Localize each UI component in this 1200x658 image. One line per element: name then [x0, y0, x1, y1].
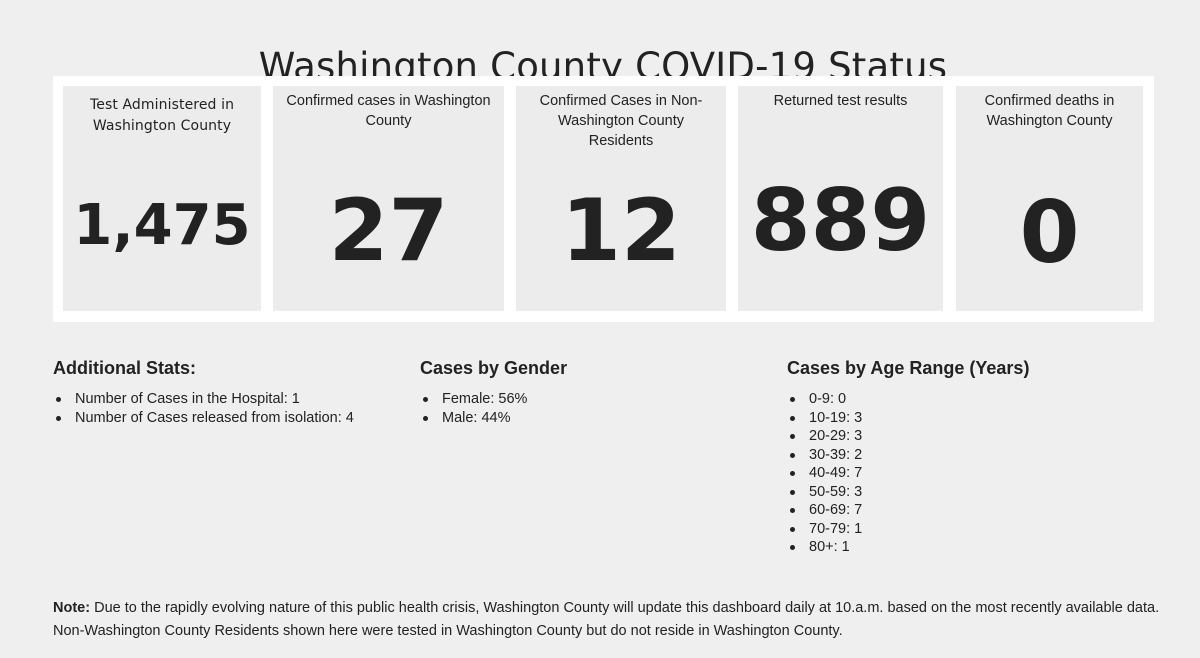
gender-list: Female: 56% Male: 44%	[420, 390, 720, 427]
age-list: 0-9: 0 10-19: 3 20-29: 3 30-39: 2 40-49:…	[787, 390, 1107, 557]
additional-stats-heading: Additional Stats:	[53, 358, 196, 378]
stat-card-label: Confirmed deaths in Washington County	[984, 93, 1115, 129]
note-text: Due to the rapidly evolving nature of th…	[53, 600, 1160, 639]
stat-card-label: Returned test results	[773, 93, 908, 109]
stat-card-value: 889	[750, 171, 931, 271]
list-item: Female: 56%	[423, 390, 720, 409]
note-paragraph: Note: Due to the rapidly evolving nature…	[53, 597, 1173, 643]
gender-heading: Cases by Gender	[420, 358, 568, 378]
list-item: Male: 44%	[423, 409, 720, 428]
list-item: 70-79: 1	[790, 520, 1107, 539]
additional-stats-section: Additional Stats: Number of Cases in the…	[53, 358, 393, 427]
gender-section: Cases by Gender Female: 56% Male: 44%	[420, 358, 720, 427]
stat-card-value: 27	[328, 181, 449, 281]
list-item: 30-39: 2	[790, 446, 1107, 465]
note-label: Note:	[53, 600, 91, 616]
list-item: 60-69: 7	[790, 501, 1107, 520]
list-item: Number of Cases released from isolation:…	[56, 409, 393, 428]
stat-card-label: Confirmed cases in Washington County	[286, 93, 491, 129]
list-item: 0-9: 0	[790, 390, 1107, 409]
additional-stats-list: Number of Cases in the Hospital: 1 Numbe…	[53, 390, 393, 427]
stat-card-confirmed-deaths: Confirmed deaths in Washington County 0	[956, 86, 1143, 311]
stat-card-label: Confirmed Cases in Non-Washington County…	[539, 93, 703, 149]
stat-card-returned-results: Returned test results 889	[738, 86, 943, 311]
list-item: 50-59: 3	[790, 483, 1107, 502]
stat-card-non-resident-cases: Confirmed Cases in Non-Washington County…	[516, 86, 726, 311]
list-item: 20-29: 3	[790, 427, 1107, 446]
list-item: 80+: 1	[790, 538, 1107, 557]
stat-card-value: 1,475	[73, 193, 251, 258]
stat-card-value: 0	[1019, 183, 1080, 283]
stat-card-tests-administered: Test Administered in Washington County 1…	[63, 86, 261, 311]
list-item: Number of Cases in the Hospital: 1	[56, 390, 393, 409]
stats-panel: Test Administered in Washington County 1…	[53, 76, 1154, 322]
stat-card-value: 12	[561, 181, 681, 281]
stat-card-confirmed-cases: Confirmed cases in Washington County 27	[273, 86, 504, 311]
list-item: 10-19: 3	[790, 409, 1107, 428]
stat-card-label: Test Administered in Washington County	[89, 97, 235, 134]
age-heading: Cases by Age Range (Years)	[787, 358, 1030, 378]
list-item: 40-49: 7	[790, 464, 1107, 483]
age-section: Cases by Age Range (Years) 0-9: 0 10-19:…	[787, 358, 1107, 557]
